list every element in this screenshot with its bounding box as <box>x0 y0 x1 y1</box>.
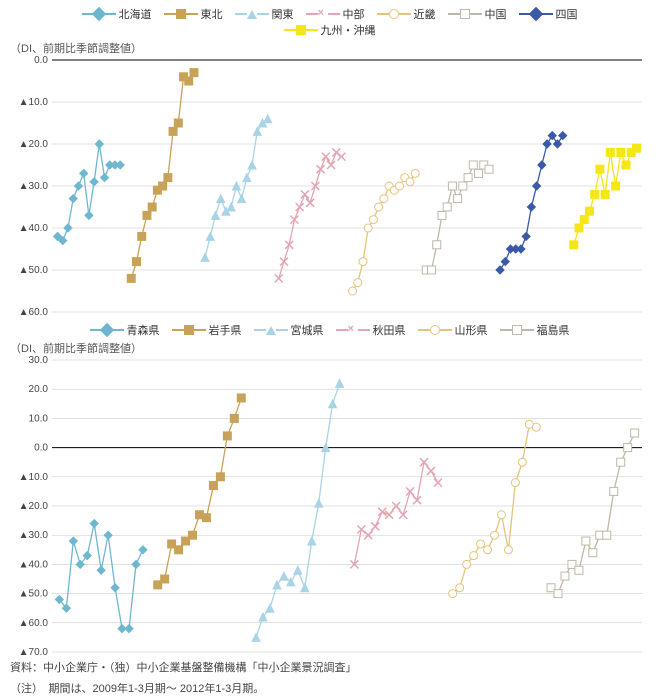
legend-item: 北海道 <box>82 6 152 22</box>
legend-item: 関東 <box>235 6 294 22</box>
legend-item: 青森県 <box>90 322 160 338</box>
footnote-source: 資料：中小企業庁・（独）中小企業基盤整備機構「中小企業景況調査」 <box>0 656 659 677</box>
legend-item: ×秋田県 <box>336 322 406 338</box>
chart1-wrap: 0.0 ▲10.0 ▲20.0 ▲30.0 ▲40.0 ▲50.0 ▲60.0 <box>10 56 650 316</box>
legend-item: 東北 <box>164 6 223 22</box>
svg-text:0.0: 0.0 <box>34 443 48 454</box>
chart1-axis-label: （DI、前期比季節調整値） <box>0 40 659 56</box>
svg-text:▲30.0: ▲30.0 <box>19 181 49 192</box>
legend-item: 九州・沖縄 <box>284 22 376 38</box>
svg-text:▲50.0: ▲50.0 <box>19 265 49 276</box>
legend-item: 四国 <box>519 6 578 22</box>
chart1-legend: 北海道東北関東 ×中部近畿中国四国九州・沖縄 <box>0 0 659 40</box>
chart2-legend: 青森県岩手県宮城県 ×秋田県山形県福島県 <box>0 316 659 340</box>
svg-text:▲20.0: ▲20.0 <box>19 139 49 150</box>
legend-item: ×中部 <box>306 6 365 22</box>
legend-item: 岩手県 <box>172 322 242 338</box>
chart2-axis-label: （DI、前期比季節調整値） <box>0 340 659 356</box>
chart2-wrap: 30.0 20.0 10.0 0.0 ▲10.0 ▲20.0 ▲30.0 ▲40.0 ▲50.0… <box>10 356 650 656</box>
svg-text:10.0: 10.0 <box>29 413 49 424</box>
svg-text:▲70.0: ▲70.0 <box>19 647 49 656</box>
legend-item: 山形県 <box>418 322 488 338</box>
legend-item: 宮城県 <box>254 322 324 338</box>
svg-text:▲20.0: ▲20.0 <box>19 501 49 512</box>
svg-text:▲40.0: ▲40.0 <box>19 223 49 234</box>
svg-text:30.0: 30.0 <box>29 356 49 366</box>
svg-text:0.0: 0.0 <box>34 56 48 66</box>
svg-text:▲40.0: ▲40.0 <box>19 559 49 570</box>
footnote-note: （注） 期間は、2009年1-3月期～ 2012年1-3月期。 <box>0 677 659 697</box>
svg-text:▲10.0: ▲10.0 <box>19 97 49 108</box>
svg-text:▲60.0: ▲60.0 <box>19 307 49 316</box>
legend-item: 近畿 <box>377 6 436 22</box>
svg-text:▲60.0: ▲60.0 <box>19 618 49 629</box>
svg-text:20.0: 20.0 <box>29 384 49 395</box>
chart2-svg: 30.0 20.0 10.0 0.0 ▲10.0 ▲20.0 ▲30.0 ▲40.0 ▲50.0… <box>10 356 650 656</box>
svg-text:▲30.0: ▲30.0 <box>19 530 49 541</box>
svg-text:▲50.0: ▲50.0 <box>19 589 49 600</box>
svg-text:▲10.0: ▲10.0 <box>19 472 49 483</box>
chart1-svg: 0.0 ▲10.0 ▲20.0 ▲30.0 ▲40.0 ▲50.0 ▲60.0 <box>10 56 650 316</box>
legend-item: 福島県 <box>500 322 570 338</box>
legend-item: 中国 <box>448 6 507 22</box>
